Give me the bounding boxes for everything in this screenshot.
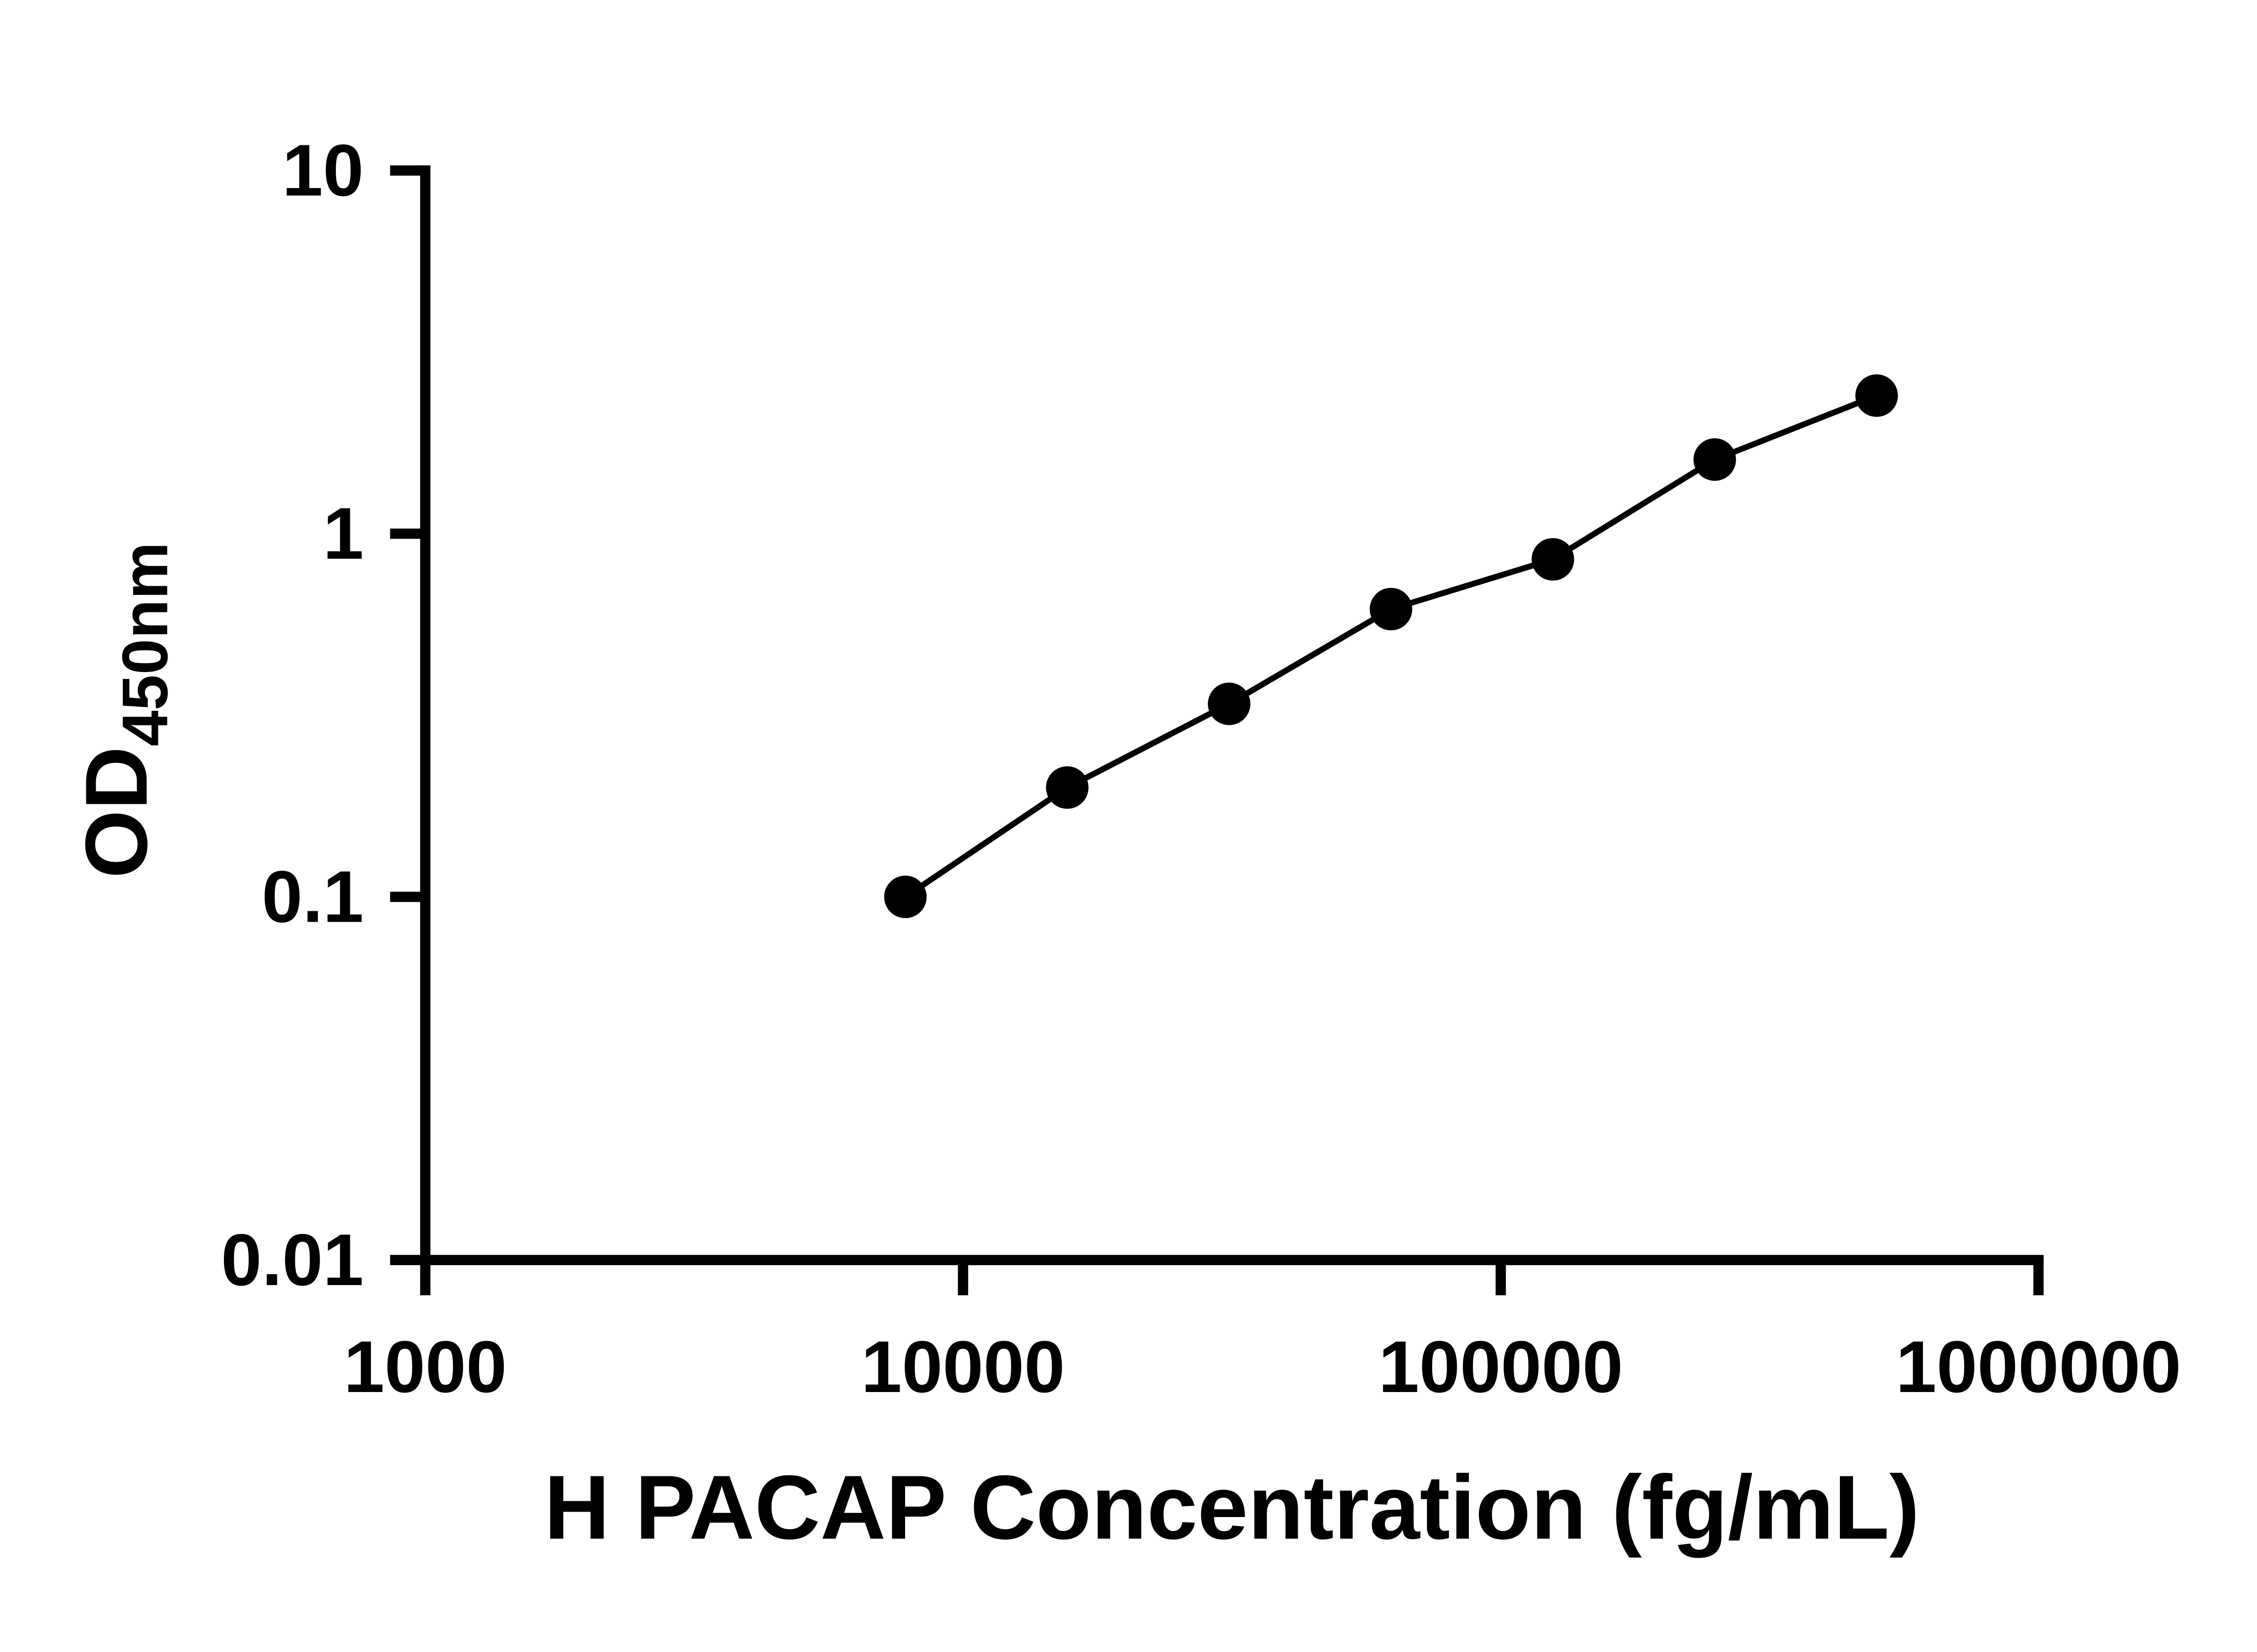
plot-layer: 10 1 0.1 0.01 1000 10000 100000 1000000 (221, 130, 2182, 1408)
x-tick-label: 10000 (861, 1326, 1065, 1408)
data-point (1207, 682, 1251, 725)
y-tick-label: 1 (323, 493, 363, 575)
y-tick-label: 0.01 (221, 1219, 364, 1301)
x-tick-label: 1000000 (1896, 1326, 2181, 1408)
data-point (884, 875, 927, 919)
x-axis-title: H PACAP Concentration (fg/mL) (544, 1457, 1919, 1558)
x-tick-label: 100000 (1379, 1326, 1623, 1408)
data-point (1855, 374, 1898, 417)
y-tick-label: 0.1 (262, 856, 364, 938)
data-point (1693, 438, 1736, 481)
data-point (1370, 588, 1412, 631)
x-tick-label: 1000 (344, 1326, 506, 1408)
y-tick-label: 10 (282, 130, 364, 211)
data-point (1532, 538, 1574, 581)
y-axis-title-main: OD (68, 747, 166, 878)
y-axis-title-subscript: 450nm (109, 542, 181, 747)
data-point (1046, 766, 1089, 809)
y-axis-title: OD450nm (68, 542, 181, 878)
